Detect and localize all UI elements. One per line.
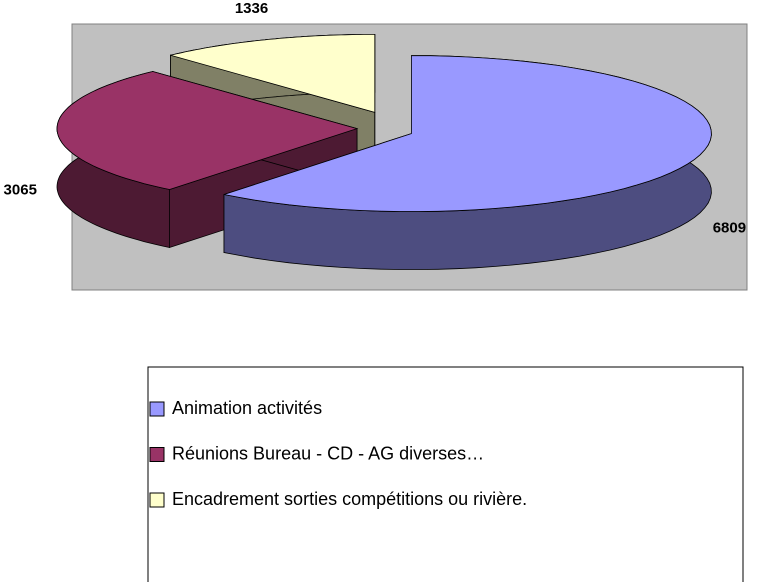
data-label: 6809 bbox=[713, 219, 746, 236]
legend-label: Réunions Bureau - CD - AG diverses… bbox=[172, 443, 484, 463]
data-label: 3065 bbox=[4, 182, 37, 199]
legend-label: Animation activités bbox=[172, 398, 322, 418]
legend-box bbox=[147, 366, 744, 582]
data-label: 1336 bbox=[235, 0, 268, 17]
legend-swatch bbox=[149, 492, 165, 508]
slice bbox=[223, 55, 712, 212]
legend-label: Encadrement sorties compétitions ou rivi… bbox=[172, 489, 527, 509]
slice bbox=[170, 34, 376, 113]
legend-swatch bbox=[149, 447, 165, 462]
slice bbox=[56, 71, 359, 190]
legend-swatch bbox=[149, 401, 165, 417]
